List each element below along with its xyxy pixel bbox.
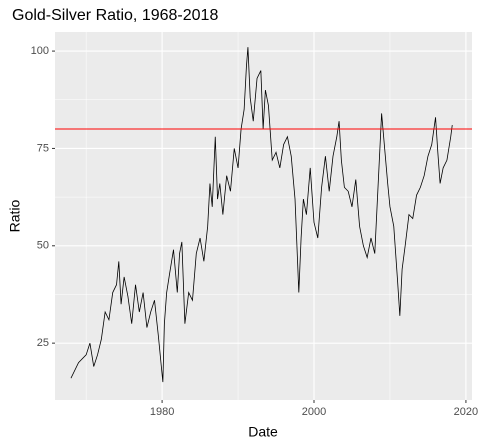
y-tick-label: 50: [37, 240, 49, 252]
x-axis-label: Date: [248, 424, 278, 440]
x-tick-label: 1980: [150, 406, 174, 418]
x-tick-label: 2020: [454, 406, 478, 418]
y-axis-label: Ratio: [7, 199, 23, 232]
y-tick-label: 100: [31, 45, 49, 57]
x-tick-label: 2000: [302, 406, 326, 418]
chart-title: Gold-Silver Ratio, 1968-2018: [12, 7, 218, 24]
data-line: [70, 47, 453, 383]
y-tick-label: 75: [37, 142, 49, 154]
plot-panel: [55, 32, 472, 400]
y-tick-label: 25: [37, 337, 49, 349]
